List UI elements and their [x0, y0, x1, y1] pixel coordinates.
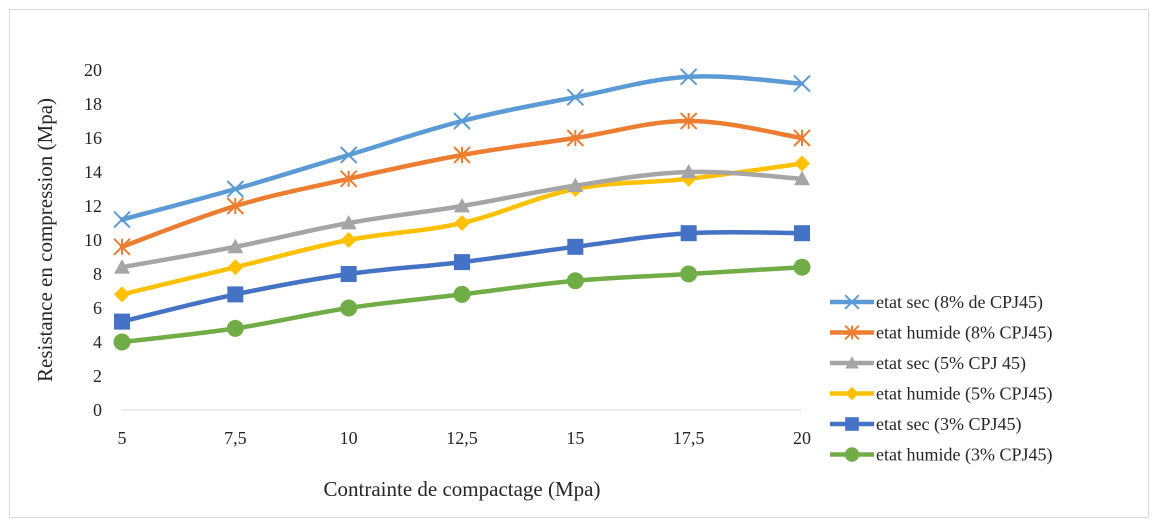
data-point	[454, 254, 470, 271]
legend-item: etat humide (5% CPJ45)	[830, 384, 1052, 405]
y-tick-label: 2	[93, 366, 102, 386]
x-tick-label: 15	[566, 428, 584, 448]
data-point	[227, 286, 244, 303]
y-tick-label: 4	[93, 332, 102, 352]
y-axis-ticks: 0 2 4 6 8 10 12 14 16 18 20	[84, 60, 102, 420]
data-point	[113, 210, 131, 229]
legend-label: etat humide (5% CPJ45)	[876, 384, 1052, 405]
data-point	[340, 232, 357, 248]
x-axis-ticks: 5 7,5 10 12,5 15 17,5 20	[118, 428, 812, 448]
data-point	[453, 112, 471, 130]
data-point	[566, 88, 585, 106]
series-group	[114, 155, 810, 303]
data-point	[339, 146, 358, 164]
series-group	[113, 68, 811, 229]
legend-label: etat humide (8% CPJ45)	[876, 323, 1052, 344]
series-group	[114, 225, 810, 330]
data-point	[679, 68, 698, 86]
data-point	[844, 294, 860, 310]
data-point	[794, 225, 810, 242]
data-point	[339, 170, 358, 188]
data-point	[679, 112, 698, 130]
data-point	[793, 74, 811, 93]
y-tick-label: 20	[84, 60, 102, 80]
data-point	[227, 238, 244, 254]
y-tick-label: 0	[93, 400, 102, 420]
data-point	[113, 333, 131, 351]
y-tick-label: 10	[84, 230, 102, 250]
data-point	[114, 286, 130, 303]
y-tick-label: 8	[93, 264, 102, 284]
y-tick-label: 16	[84, 128, 102, 148]
x-tick-label: 20	[793, 428, 811, 448]
series-group	[113, 258, 811, 351]
data-point	[844, 324, 860, 341]
legend-label: etat sec (8% de CPJ45)	[876, 292, 1043, 313]
data-point	[340, 215, 357, 230]
data-point	[794, 170, 810, 186]
x-tick-label: 12,5	[446, 428, 478, 448]
series-line	[119, 229, 805, 324]
data-point	[454, 215, 470, 231]
x-tick-label: 5	[118, 428, 127, 448]
x-tick-label: 10	[340, 428, 358, 448]
data-point	[680, 164, 697, 179]
legend-item: etat sec (8% de CPJ45)	[830, 292, 1043, 313]
data-point	[844, 447, 860, 462]
data-point	[226, 180, 245, 198]
y-tick-label: 18	[84, 94, 102, 114]
data-point	[680, 265, 698, 283]
data-point	[226, 319, 244, 337]
data-point	[453, 146, 471, 164]
y-axis-title: Resistance en compression (Mpa)	[33, 98, 57, 382]
y-tick-label: 14	[84, 162, 102, 182]
data-point	[845, 386, 859, 401]
legend-item: etat humide (3% CPJ45)	[830, 445, 1052, 466]
data-point	[793, 258, 811, 276]
data-point	[567, 177, 584, 192]
x-tick-label: 7,5	[224, 428, 247, 448]
data-point	[845, 417, 859, 431]
legend: etat sec (8% de CPJ45) etat humide (8% CP…	[830, 292, 1052, 466]
data-point	[454, 198, 470, 213]
data-point	[845, 356, 859, 369]
x-tick-label: 17,5	[673, 428, 705, 448]
data-point	[680, 225, 697, 242]
data-point	[567, 238, 584, 255]
legend-label: etat sec (5% CPJ 45)	[876, 353, 1026, 374]
data-point	[794, 155, 810, 172]
series-layer	[113, 68, 811, 351]
data-point	[113, 238, 131, 256]
x-axis-title: Contrainte de compactage (Mpa)	[324, 477, 601, 501]
legend-item: etat sec (5% CPJ 45)	[830, 353, 1026, 374]
series-group	[114, 164, 810, 274]
data-point	[566, 129, 585, 147]
y-tick-label: 12	[84, 196, 102, 216]
series-line	[119, 264, 805, 345]
series-group	[113, 112, 811, 256]
data-point	[793, 129, 811, 147]
data-point	[114, 259, 130, 274]
data-point	[114, 313, 130, 330]
legend-label: etat humide (3% CPJ45)	[876, 445, 1052, 466]
data-point	[340, 299, 358, 317]
data-point	[566, 272, 584, 290]
data-point	[340, 266, 357, 282]
legend-label: etat sec (3% CPJ45)	[876, 414, 1021, 435]
y-tick-label: 6	[93, 298, 102, 318]
legend-item: etat sec (3% CPJ45)	[830, 414, 1021, 435]
data-point	[453, 285, 471, 303]
data-point	[227, 259, 244, 276]
legend-item: etat humide (8% CPJ45)	[830, 323, 1052, 344]
data-point	[226, 197, 245, 215]
